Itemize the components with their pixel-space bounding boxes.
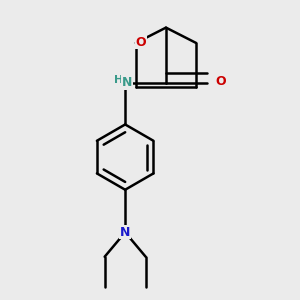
- Text: O: O: [136, 36, 146, 49]
- Text: N: N: [120, 226, 130, 239]
- Text: N: N: [122, 76, 132, 89]
- Text: H: H: [114, 75, 123, 85]
- Text: O: O: [215, 75, 226, 88]
